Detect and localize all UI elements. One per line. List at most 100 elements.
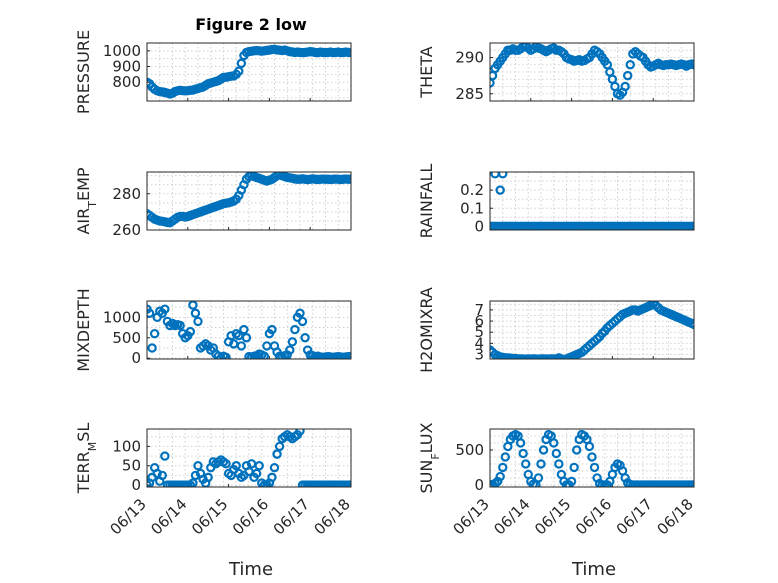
data-point <box>623 70 633 81</box>
data-point <box>295 308 305 318</box>
x-tick-label: 06/16 <box>572 495 615 538</box>
data-point <box>498 172 508 179</box>
y-tick-label: 1000 <box>103 42 141 60</box>
plot-frame <box>146 171 352 231</box>
plot-frame <box>146 300 352 360</box>
data-point <box>495 185 505 195</box>
y-tick-label: 0.1 <box>460 199 484 217</box>
y-tick-label: 900 <box>112 58 141 76</box>
data-point <box>589 462 600 473</box>
y-tick-label: 280 <box>112 185 141 203</box>
x-tick-label: 06/17 <box>270 495 313 538</box>
x-tick-label: 06/13 <box>450 495 493 538</box>
data-point <box>259 351 269 359</box>
plot-frame <box>489 42 695 102</box>
data-point <box>295 429 305 436</box>
data-point <box>218 351 229 359</box>
data-point <box>234 66 244 76</box>
data-point <box>185 326 196 337</box>
x-tick-label: 06/17 <box>613 495 656 538</box>
data-point <box>566 476 577 487</box>
y-tick-label: 7 <box>474 301 484 319</box>
data-point <box>689 480 694 487</box>
x-tick-label: 06/13 <box>107 495 150 538</box>
y-tick-label: 290 <box>455 49 484 67</box>
data-point <box>147 480 152 487</box>
plot-frame <box>489 171 695 231</box>
y-tick-label: 0 <box>474 476 484 494</box>
data-point <box>147 77 152 87</box>
data-point <box>269 462 280 473</box>
data-point <box>533 473 544 483</box>
x-tick-label: 06/15 <box>531 495 574 538</box>
data-point <box>290 324 300 335</box>
data-point <box>221 459 231 469</box>
panel-mixdepth: 0 500 1000 MIXDEPTH <box>74 288 352 372</box>
y-tick-label: 1000 <box>103 308 141 326</box>
data-point <box>549 438 559 448</box>
data-point <box>267 472 277 483</box>
data-point <box>274 441 285 452</box>
y-axis-label: THETA <box>417 46 436 98</box>
data-point <box>272 449 282 459</box>
y-tick-label: 0 <box>131 349 141 367</box>
y-axis-label: AIRTEMP <box>74 167 99 234</box>
data-point <box>500 452 510 462</box>
data-point <box>521 459 531 469</box>
data-point <box>551 448 562 459</box>
series-points <box>490 43 694 100</box>
data-point <box>221 352 231 359</box>
series-points <box>490 301 694 359</box>
data-point <box>689 60 694 70</box>
plot-frame <box>489 428 695 488</box>
series-points <box>490 429 694 487</box>
data-point <box>241 333 252 343</box>
data-point <box>538 445 549 455</box>
data-point <box>157 470 167 481</box>
figure-title: Figure 2 low <box>195 15 307 34</box>
x-tick-label: 06/14 <box>490 495 533 538</box>
x-tick-label: 06/16 <box>229 495 272 538</box>
data-point <box>343 351 351 359</box>
data-point <box>160 451 170 461</box>
x-tick-label: 06/15 <box>188 495 231 538</box>
data-point <box>569 462 579 473</box>
y-tick-label: 260 <box>112 221 141 239</box>
data-point <box>495 471 505 482</box>
data-point <box>239 324 249 335</box>
data-point <box>554 459 564 469</box>
y-tick-label: 500 <box>112 329 141 347</box>
y-tick-label: 3 <box>474 346 484 364</box>
x-tick-label: 06/18 <box>654 495 697 538</box>
data-point <box>251 468 262 479</box>
data-point <box>190 470 201 481</box>
data-point <box>300 333 310 343</box>
data-point <box>490 78 495 88</box>
data-point <box>267 324 277 335</box>
data-point <box>498 462 508 473</box>
data-point <box>297 316 308 327</box>
y-tick-label: 800 <box>112 73 141 91</box>
data-point <box>147 308 155 318</box>
series-points <box>147 44 351 99</box>
y-tick-label: 100 <box>112 437 141 455</box>
panel-theta: 285 290 THETA <box>417 42 695 103</box>
y-tick-label: 50 <box>122 457 141 475</box>
data-point <box>175 320 185 331</box>
data-point <box>515 438 526 448</box>
data-point <box>689 221 694 230</box>
plot-frame <box>489 300 695 360</box>
series-points <box>147 172 351 228</box>
data-point <box>518 448 528 459</box>
data-point <box>236 341 247 351</box>
y-axis-label: TERRMSL <box>74 423 99 495</box>
y-axis-label: MIXDEPTH <box>74 288 93 371</box>
y-tick-label: 5 <box>474 323 484 341</box>
data-point <box>536 459 546 469</box>
x-tick-label: 06/14 <box>147 495 190 538</box>
